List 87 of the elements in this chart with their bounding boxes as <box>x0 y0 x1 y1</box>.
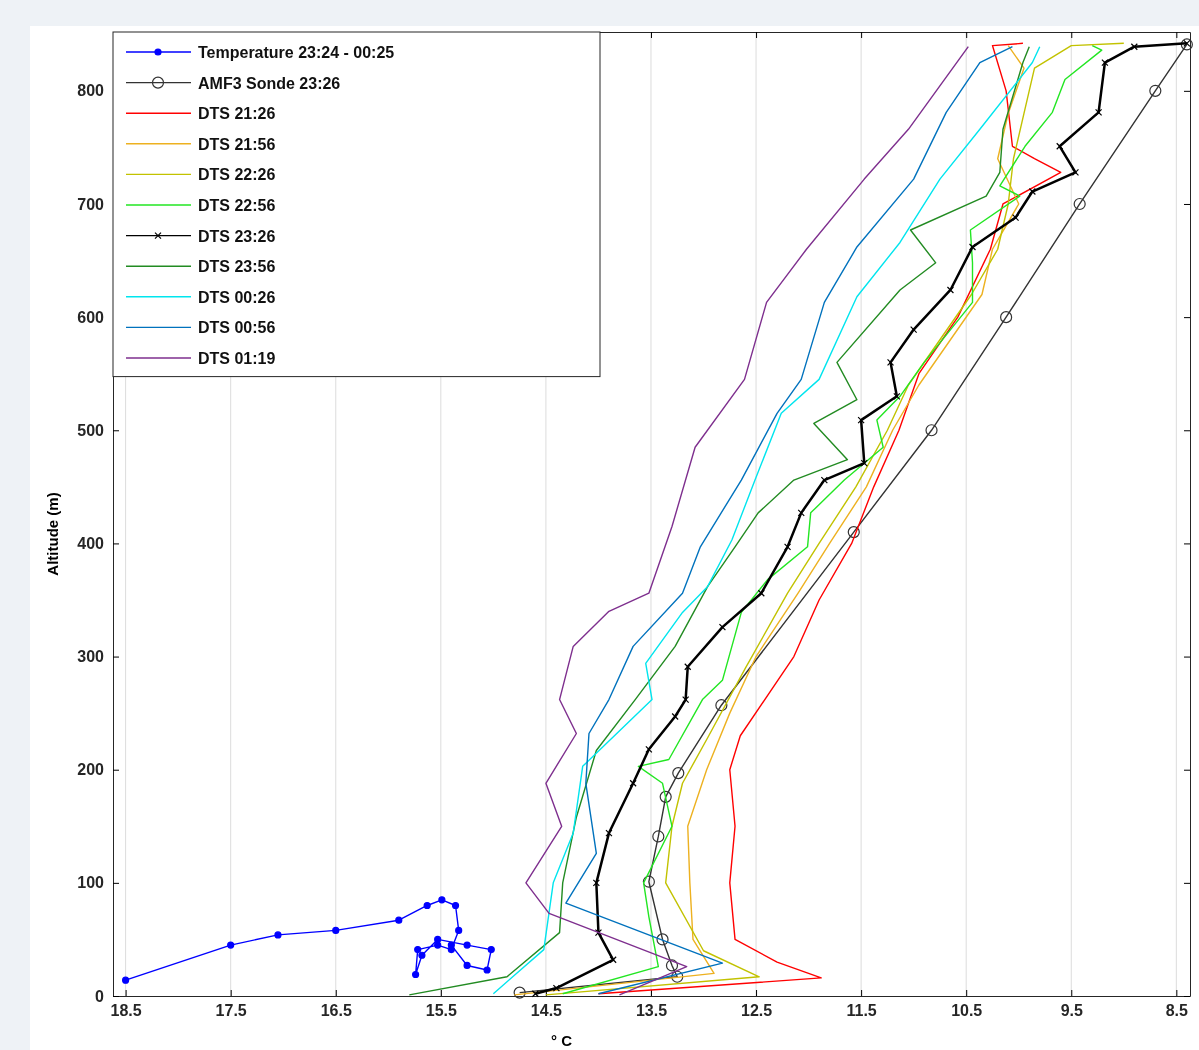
x-tick-label: 18.5 <box>110 1002 142 1020</box>
point <box>122 976 130 984</box>
point <box>1073 197 1086 211</box>
x-tick-label: 13.5 <box>635 1002 668 1020</box>
point <box>672 767 685 780</box>
point <box>483 966 491 974</box>
point <box>1028 187 1036 196</box>
point <box>968 243 977 251</box>
point <box>531 990 539 998</box>
y-tick-label: 800 <box>77 82 105 100</box>
x-tick-label: 14.5 <box>530 1002 563 1020</box>
point <box>629 779 637 787</box>
point <box>463 961 471 970</box>
point <box>645 745 653 753</box>
legend-label: DTS 23:56 <box>198 258 276 276</box>
point <box>925 424 938 437</box>
x-tick-label: 17.5 <box>215 1002 247 1020</box>
point <box>447 941 455 949</box>
legend-label: DTS 22:56 <box>198 197 276 214</box>
y-tick-label: 600 <box>77 308 105 326</box>
point <box>860 459 868 467</box>
point <box>332 926 340 934</box>
point <box>757 589 765 597</box>
point <box>395 916 403 924</box>
legend-label: DTS 00:26 <box>198 288 276 306</box>
x-tick-label: 9.5 <box>1060 1002 1083 1020</box>
point <box>659 790 672 803</box>
legend-label: DTS 00:56 <box>198 319 276 337</box>
point <box>946 286 955 294</box>
point <box>1094 108 1103 116</box>
x-axis-title: ° C <box>551 1032 573 1049</box>
point <box>552 984 561 992</box>
point <box>665 959 679 972</box>
y-axis-title: Altitude (m) <box>44 492 61 576</box>
point <box>1180 38 1193 51</box>
point <box>1149 84 1162 97</box>
point <box>797 509 805 517</box>
x-tick-label: 10.5 <box>951 1002 983 1020</box>
point <box>715 699 728 712</box>
legend-label: Temperature 23:24 - 00:25 <box>198 44 395 61</box>
point <box>438 896 446 904</box>
y-tick-label: 0 <box>95 987 105 1005</box>
point <box>893 392 901 400</box>
legend-label: DTS 23:26 <box>198 227 276 245</box>
point <box>414 946 422 954</box>
x-tick-label: 16.5 <box>320 1002 352 1020</box>
point <box>423 901 431 910</box>
x-tick-label: 8.5 <box>1165 1002 1189 1020</box>
x-tick-label: 12.5 <box>740 1002 773 1020</box>
point <box>487 946 495 954</box>
x-tick-label: 15.5 <box>425 1002 457 1020</box>
point <box>513 986 526 999</box>
y-tick-label: 500 <box>77 421 105 439</box>
point <box>1000 311 1013 324</box>
y-tick-label: 400 <box>77 535 105 553</box>
legend-label: AMF3 Sonde 23:26 <box>198 74 341 92</box>
point <box>783 543 792 551</box>
point <box>418 951 426 959</box>
point <box>463 941 471 949</box>
point <box>451 901 460 910</box>
point <box>847 526 860 539</box>
point <box>412 970 420 979</box>
point <box>642 875 655 888</box>
point <box>455 926 463 934</box>
point <box>1101 58 1109 67</box>
legend-label: DTS 21:56 <box>198 135 276 153</box>
point <box>227 941 235 949</box>
point <box>652 830 665 843</box>
point <box>274 931 282 939</box>
line-series <box>408 46 1030 996</box>
y-tick-label: 300 <box>77 648 105 666</box>
point <box>434 941 442 949</box>
point <box>820 476 828 484</box>
legend-label: DTS 21:26 <box>198 105 276 123</box>
x-tick-label: 11.5 <box>846 1002 877 1020</box>
point <box>1071 168 1080 176</box>
point <box>671 712 679 721</box>
legend-label: DTS 22:26 <box>198 166 276 184</box>
point <box>434 935 442 944</box>
point <box>592 879 600 887</box>
y-tick-label: 100 <box>77 874 105 892</box>
point <box>671 970 684 983</box>
y-tick-label: 700 <box>77 195 105 213</box>
y-tick-label: 200 <box>77 761 105 779</box>
point <box>682 695 690 704</box>
point <box>656 933 669 946</box>
legend-label: DTS 01:19 <box>198 350 276 367</box>
